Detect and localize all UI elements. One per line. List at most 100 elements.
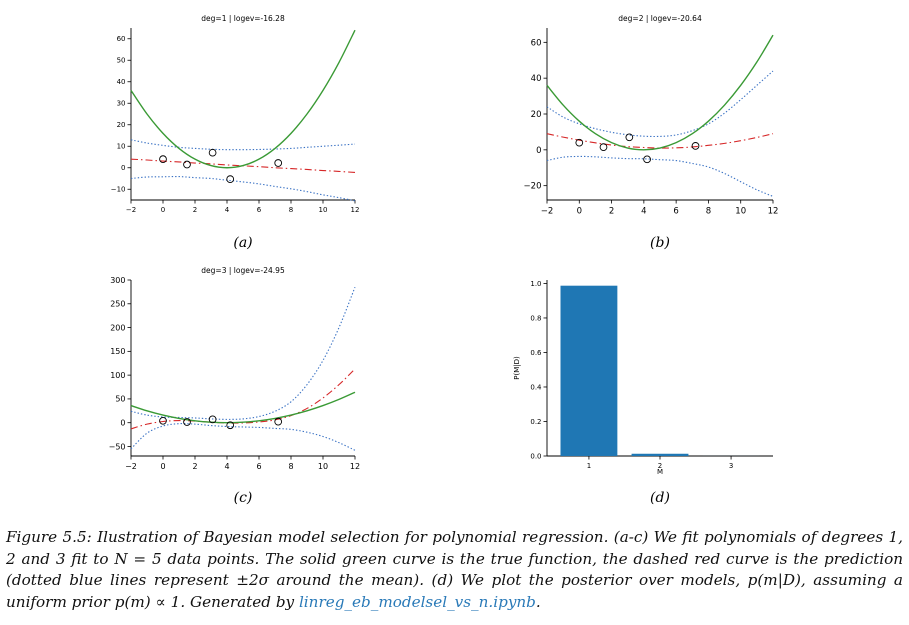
figure-caption: Figure 5.5: Ilustration of Bayesian mode…	[6, 527, 903, 613]
chart-panel-a: −2 0 2 4 6 8 10 12 −10 0 10 20 30 40 50 60 deg=1 | logev…	[111, 14, 360, 251]
x-tick-label: 8	[289, 206, 293, 214]
y-tick-label: 40	[531, 74, 542, 84]
series-true-function	[130, 391, 356, 424]
series-lower-2-sigma	[130, 422, 356, 451]
panel-label: (b)	[650, 235, 670, 251]
x-tick-label: 3	[729, 462, 733, 470]
x-tick-label: 4	[225, 206, 230, 214]
panel-label: (c)	[234, 490, 253, 506]
data-point	[226, 421, 235, 430]
y-tick-label: 250	[110, 300, 125, 309]
data-point	[183, 160, 191, 169]
notebook-link[interactable]: linreg_eb_modelsel_vs_n.ipynb	[298, 592, 536, 611]
y-tick-label: 0	[120, 419, 125, 428]
x-tick-label: 0	[161, 206, 165, 214]
y-tick-label: 0.4	[530, 383, 542, 391]
series-prediction	[546, 133, 774, 149]
x-tick-label: 8	[288, 462, 293, 471]
bar-1	[560, 285, 618, 456]
y-tick-label: −10	[111, 186, 126, 194]
data-point	[208, 415, 217, 424]
y-tick-label: −20	[524, 182, 542, 192]
x-tick-label: 10	[319, 206, 328, 214]
y-tick-label: 30	[117, 100, 126, 108]
x-tick-label: 2	[658, 462, 662, 470]
y-tick-label: 10	[117, 143, 126, 151]
x-tick-label: 6	[673, 207, 678, 217]
x-axis-label: M	[657, 468, 663, 476]
x-tick-label: −2	[126, 206, 136, 214]
y-tick-label: 20	[531, 110, 542, 120]
data-point	[183, 418, 191, 426]
data-point	[159, 155, 167, 164]
x-tick-label: −2	[125, 462, 137, 471]
series-true-function	[130, 29, 356, 169]
x-tick-label: 12	[351, 206, 360, 214]
x-tick-label: 1	[587, 462, 591, 470]
x-tick-label: 4	[641, 207, 646, 217]
series-upper-2-sigma	[130, 139, 356, 151]
y-tick-label: 0.8	[530, 314, 541, 322]
bar-2	[631, 453, 689, 456]
data-point	[274, 417, 283, 426]
x-tick-label: 0	[160, 462, 165, 471]
y-tick-label: 200	[110, 323, 125, 332]
series-prediction	[130, 368, 356, 430]
y-tick-label: 0.0	[530, 452, 541, 460]
x-tick-label: 4	[224, 462, 229, 471]
y-tick-label: 60	[531, 38, 542, 48]
data-point	[159, 416, 167, 425]
data-point	[625, 133, 634, 142]
series-true-function	[546, 34, 774, 151]
series-lower-2-sigma	[546, 155, 774, 197]
series-lower-2-sigma	[130, 175, 356, 202]
x-tick-label: 12	[350, 462, 360, 471]
data-point	[575, 138, 584, 147]
caption-end: .	[535, 592, 541, 611]
y-tick-label: 0.6	[530, 349, 542, 357]
data-point	[226, 175, 235, 183]
data-point	[691, 142, 700, 150]
x-tick-label: 2	[193, 206, 197, 214]
chart-panel-c: −2 0 2 4 6 8 10 12 −50 0 50 100 150 200 250 300 deg=3 | …	[109, 266, 360, 506]
chart-title: deg=1 | logev=-16.28	[201, 14, 285, 23]
x-tick-label: 6	[257, 206, 262, 214]
y-axis-label: P(M|D)	[513, 356, 521, 380]
series-upper-2-sigma	[130, 286, 356, 420]
y-tick-label: 0.2	[530, 418, 541, 426]
y-tick-label: 20	[117, 121, 126, 129]
y-tick-label: 0	[121, 164, 125, 172]
chart-panel-d: 1 2 3 0.0 0.2 0.4 0.6 0.8 1.0 M P(M|D) (d)	[513, 280, 773, 506]
y-tick-label: −50	[109, 442, 126, 451]
x-tick-label: 2	[192, 462, 197, 471]
chart-title: deg=2 | logev=-20.64	[618, 14, 702, 23]
data-point	[208, 148, 217, 157]
x-tick-label: 0	[577, 207, 582, 217]
y-tick-label: 100	[110, 371, 125, 380]
x-tick-label: 2	[609, 207, 614, 217]
caption-text: Figure 5.5: Ilustration of Bayesian mode…	[6, 528, 903, 611]
x-tick-label: 8	[706, 207, 711, 217]
data-point	[599, 143, 608, 151]
y-tick-label: 0	[536, 146, 541, 156]
x-tick-label: 10	[735, 207, 746, 217]
y-tick-label: 60	[117, 35, 126, 43]
y-tick-label: 300	[110, 276, 125, 285]
series-upper-2-sigma	[546, 70, 774, 138]
x-tick-label: −2	[541, 207, 554, 217]
panel-label: (d)	[650, 490, 670, 506]
y-tick-label: 1.0	[530, 280, 541, 288]
y-tick-label: 40	[117, 78, 126, 86]
x-tick-label: 10	[318, 462, 328, 471]
x-tick-label: 6	[256, 462, 261, 471]
data-point	[643, 155, 651, 164]
x-tick-label: 12	[768, 207, 779, 217]
y-tick-label: 150	[110, 347, 125, 356]
chart-title: deg=3 | logev=-24.95	[201, 266, 285, 275]
data-point	[274, 159, 283, 167]
y-tick-label: 50	[115, 395, 125, 404]
y-tick-label: 50	[117, 57, 126, 65]
panel-label: (a)	[233, 235, 252, 251]
